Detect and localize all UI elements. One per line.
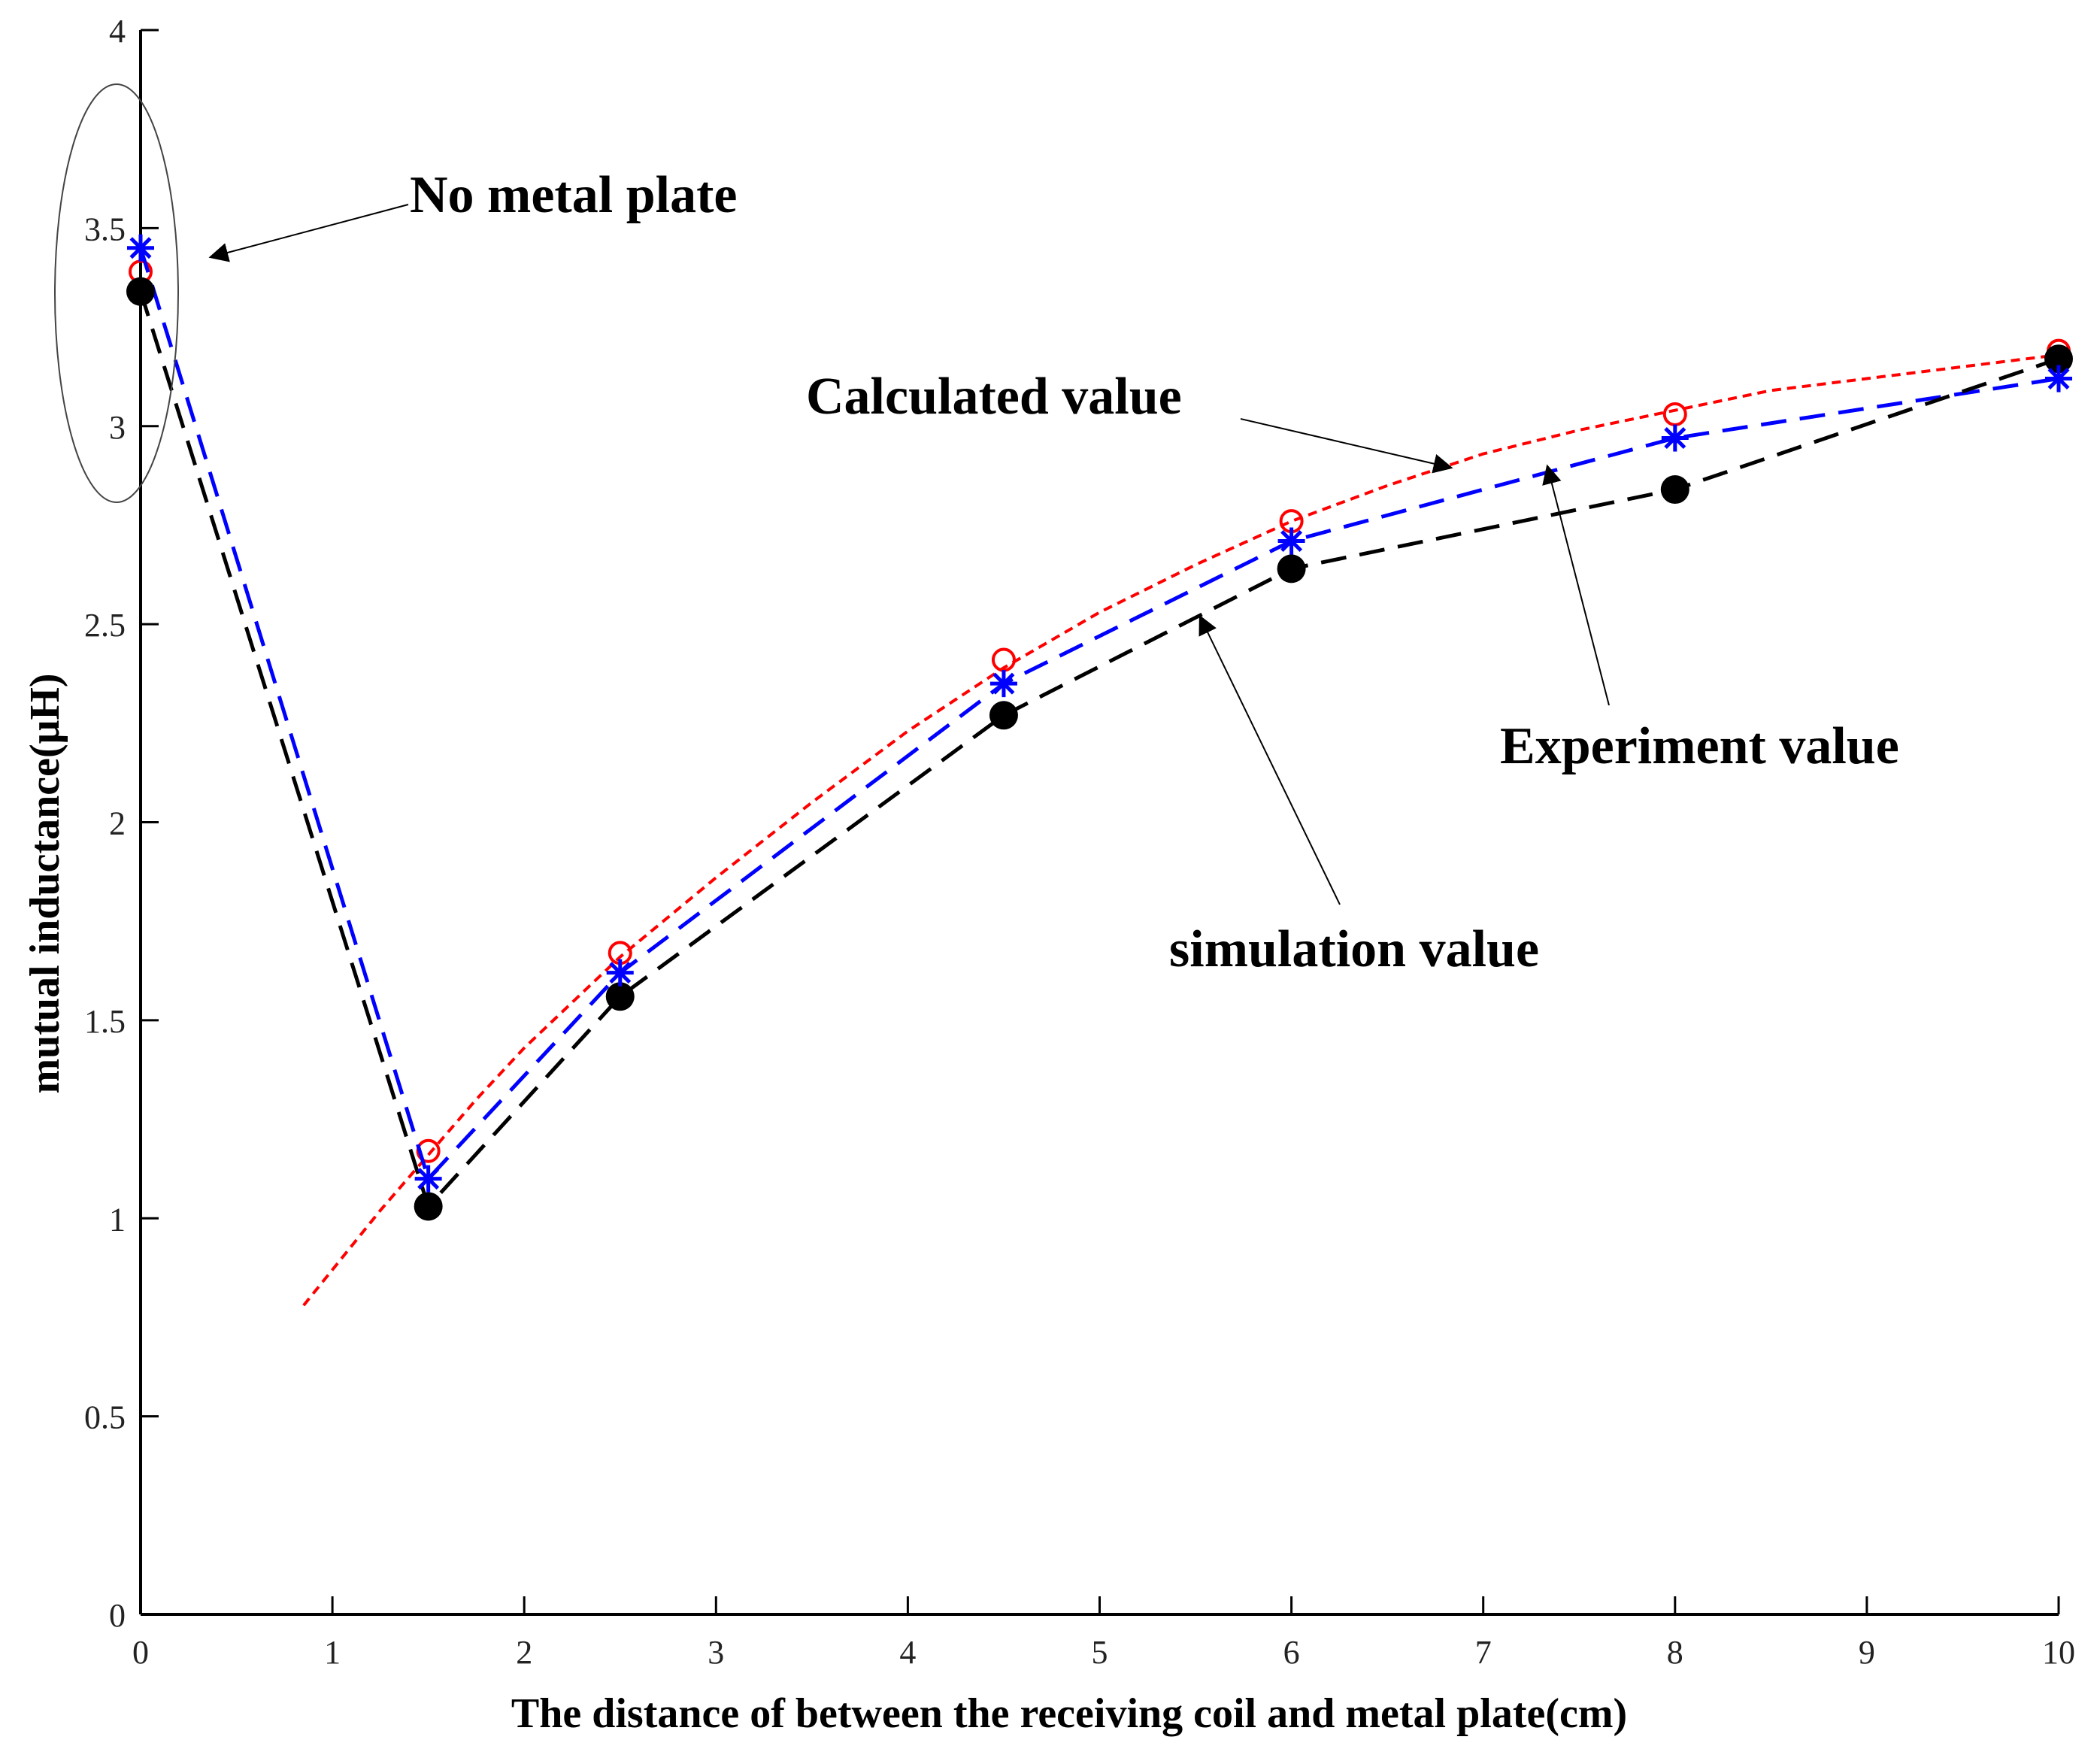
y-tick-label: 0	[109, 1597, 126, 1634]
y-tick-label: 3	[109, 409, 126, 446]
series-calculated-line	[302, 353, 2059, 1307]
x-tick-label: 1	[324, 1634, 341, 1671]
experiment-point	[606, 959, 634, 987]
y-axis-label: mutual inductance(μH)	[22, 673, 68, 1093]
x-ticks: 0 1 2 3 4 5 6 7 8 9 10	[132, 1596, 2075, 1671]
y-tick-label: 0.5	[84, 1399, 126, 1436]
simulation-point	[126, 277, 155, 306]
simulation-point	[1660, 475, 1689, 505]
x-tick-label: 8	[1667, 1634, 1683, 1671]
experiment-point	[1661, 424, 1689, 452]
asterisk-stroke	[609, 962, 632, 984]
asterisk-stroke	[992, 672, 1015, 695]
asterisk-stroke	[129, 237, 152, 259]
calculated-arrow	[1240, 418, 1453, 474]
y-tick-label: 1.5	[84, 1003, 126, 1040]
x-tick-label: 10	[2042, 1634, 2075, 1671]
series-layer	[126, 234, 2073, 1307]
asterisk-stroke	[2047, 368, 2070, 390]
no-metal-plate-arrow	[208, 204, 409, 262]
experiment-point	[2045, 365, 2072, 393]
y-tick-label: 2.5	[84, 607, 126, 644]
no-metal-plate-ellipse	[54, 83, 179, 503]
simulation-arrow	[1198, 614, 1341, 905]
axes	[139, 30, 2059, 1616]
asterisk-stroke	[1280, 530, 1303, 553]
calculated-point	[1662, 402, 1687, 426]
y-tick-label: 4	[109, 13, 126, 50]
x-axis-label: The distance of between the receiving co…	[511, 1690, 1627, 1737]
x-tick-label: 3	[708, 1634, 724, 1671]
x-tick-label: 0	[132, 1634, 149, 1671]
annotation-layer	[54, 83, 1610, 905]
asterisk-stroke	[417, 1168, 440, 1190]
x-tick-label: 7	[1475, 1634, 1492, 1671]
experiment-point	[989, 670, 1017, 698]
y-tick-label: 2	[109, 805, 126, 842]
annotation-no-metal-plate: No metal plate	[410, 166, 737, 224]
simulation-point	[2044, 344, 2073, 374]
simulation-point	[414, 1192, 443, 1221]
y-tick-label: 3.5	[84, 211, 126, 247]
y-ticks: 0 0.5 1 1.5 2 2.5 3 3.5 4	[84, 13, 159, 1634]
x-tick-label: 6	[1283, 1634, 1300, 1671]
experiment-arrow	[1542, 464, 1610, 706]
experiment-point	[1277, 527, 1305, 555]
annotation-calculated-value: Calculated value	[806, 368, 1182, 426]
simulation-point	[605, 982, 635, 1011]
x-tick-label: 9	[1859, 1634, 1875, 1671]
experiment-point	[127, 234, 154, 262]
y-tick-label: 1	[109, 1201, 126, 1238]
annotation-experiment-value: Experiment value	[1500, 717, 1899, 775]
simulation-point	[1277, 554, 1306, 583]
x-tick-label: 2	[516, 1634, 532, 1671]
experiment-point	[414, 1165, 442, 1193]
simulation-point	[989, 701, 1018, 730]
x-tick-label: 5	[1092, 1634, 1108, 1671]
annotation-simulation-value: simulation value	[1169, 920, 1539, 978]
asterisk-stroke	[1664, 427, 1686, 450]
x-tick-label: 4	[899, 1634, 916, 1671]
